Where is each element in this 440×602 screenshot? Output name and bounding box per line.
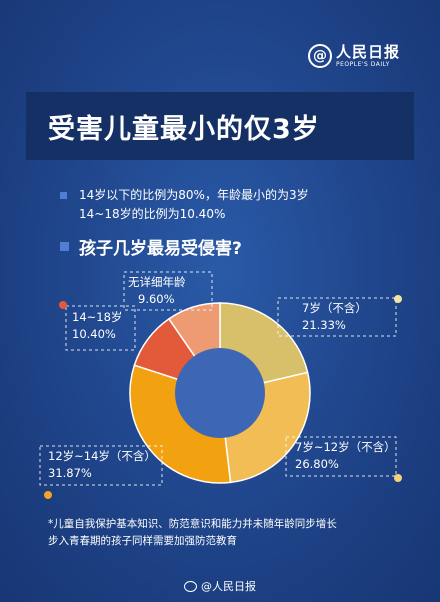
slice-value-3: 10.40% <box>72 327 116 341</box>
donut-center <box>175 348 265 438</box>
label-dot-3 <box>59 301 67 309</box>
stat-text: 14岁以下的比例为80%，年龄最小的为3岁 <box>79 188 309 202</box>
chart-subtitle-text: 孩子几岁最易受侵害? <box>79 239 242 259</box>
slice-value-2: 31.87% <box>48 466 92 480</box>
brand-logo: @ 人民日报 PEOPLE'S DAILY <box>307 42 400 68</box>
slice-label-3: 14~18岁 <box>72 310 122 324</box>
footer-source: @人民日报 <box>201 580 256 593</box>
label-dot-1 <box>394 474 402 482</box>
slice-label-4: 无详细年龄 <box>128 275 186 289</box>
footnote-line: 步入青春期的孩子同样需要加强防范教育 <box>48 535 237 547</box>
brand-mark-icon: @ <box>307 44 332 68</box>
footnote: *儿童自我保护基本知识、防范意识和能力并未随年龄同步增长 步入青春期的孩子同样需… <box>48 516 418 550</box>
label-box-3 <box>65 305 136 351</box>
slice-value-4: 9.60% <box>138 292 175 306</box>
page-title: 受害儿童最小的仅3岁 <box>48 113 320 145</box>
brand-text: 人民日报 PEOPLE'S DAILY <box>335 42 400 68</box>
brand-name: 人民日报 <box>335 42 400 61</box>
slice-value-0: 21.33% <box>302 318 346 332</box>
label-box-2 <box>39 445 163 486</box>
slice-label-2: 12岁~14岁（不含） <box>48 449 156 463</box>
slice-label-0: 7岁（不含） <box>302 301 367 315</box>
weibo-icon <box>184 580 197 592</box>
slice-label-1: 7岁~12岁（不含） <box>295 440 396 454</box>
brand-name-en: PEOPLE'S DAILY <box>335 60 390 68</box>
label-box-4 <box>123 271 213 311</box>
stat-row: 14岁以下的比例为80%，年龄最小的为3岁 <box>60 186 309 205</box>
slice-value-1: 26.80% <box>295 457 339 471</box>
stat-text: 14~18岁的比例为10.40% <box>79 207 226 221</box>
stats-block: 14岁以下的比例为80%，年龄最小的为3岁 14~18岁的比例为10.40% <box>60 186 309 224</box>
label-box-1 <box>285 436 397 477</box>
label-dot-2 <box>44 491 52 499</box>
stat-row: 14~18岁的比例为10.40% <box>60 205 309 224</box>
chart-subtitle: 孩子几岁最易受侵害? <box>60 234 242 259</box>
bullet-square-icon <box>60 192 67 199</box>
title-bar: 受害儿童最小的仅3岁 <box>26 92 414 160</box>
footnote-line: *儿童自我保护基本知识、防范意识和能力并未随年龄同步增长 <box>48 518 337 530</box>
bullet-square-icon <box>60 242 69 251</box>
footer: @人民日报 <box>0 578 440 594</box>
label-dot-0 <box>394 295 402 303</box>
